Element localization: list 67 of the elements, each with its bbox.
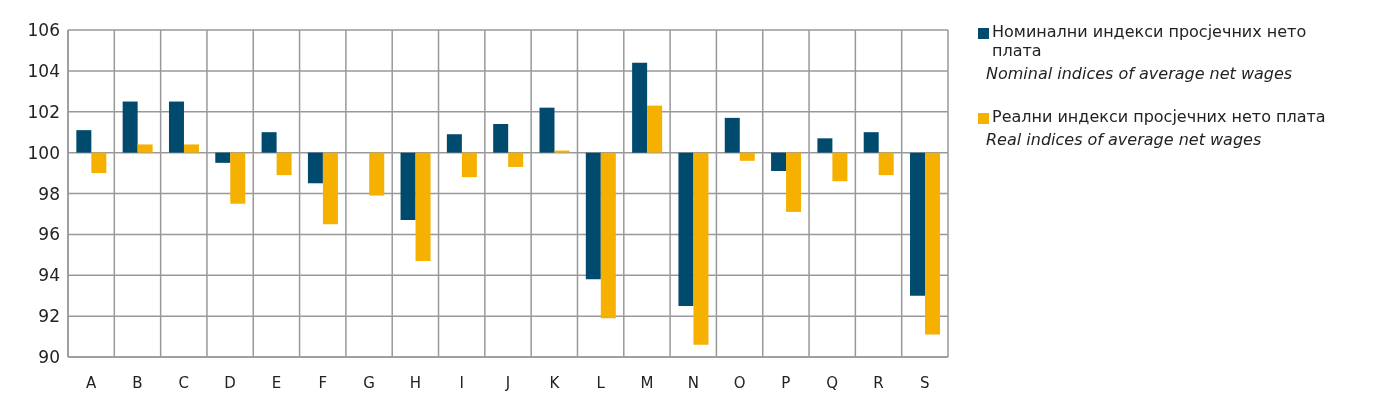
bar: [786, 152, 802, 212]
y-tick-label: 106: [27, 20, 60, 41]
bar: [276, 152, 292, 176]
bar: [230, 152, 246, 204]
y-tick-label: 96: [38, 224, 60, 245]
x-tick-label: K: [549, 373, 561, 392]
bar: [137, 144, 153, 153]
x-tick-label: J: [504, 373, 511, 392]
x-tick-label: S: [920, 373, 930, 392]
bar: [307, 152, 323, 184]
bar: [322, 152, 338, 225]
bar: [91, 152, 107, 174]
y-tick-label: 90: [38, 347, 60, 368]
x-tick-label: I: [459, 373, 464, 392]
bar: [554, 150, 570, 153]
y-tick-label: 92: [38, 306, 60, 327]
legend-label: Номинални индекси просјечних нето плата Nominal indices of average net wages: [986, 22, 1308, 83]
bar: [168, 101, 184, 153]
x-tick-label: D: [224, 373, 236, 392]
bar: [539, 107, 555, 153]
x-tick-label: P: [781, 373, 791, 392]
bar: [400, 152, 416, 221]
y-tick-label: 94: [38, 265, 60, 286]
x-tick-label: O: [733, 373, 746, 392]
bar: [415, 152, 431, 261]
y-tick-label: 102: [27, 101, 60, 122]
y-tick-label: 104: [27, 60, 60, 81]
x-tick-label: F: [318, 373, 328, 392]
bar: [508, 152, 524, 167]
y-tick-label: 100: [27, 142, 60, 163]
bar: [215, 152, 231, 163]
x-tick-label: L: [596, 373, 606, 392]
bar: [122, 101, 138, 153]
x-tick-label: C: [178, 373, 190, 392]
x-tick-label: R: [873, 373, 884, 392]
bar: [817, 138, 833, 153]
bar: [493, 124, 509, 153]
x-tick-label: A: [86, 373, 98, 392]
x-tick-label: E: [271, 373, 282, 392]
bar: [771, 152, 787, 172]
bar: [925, 152, 941, 335]
x-tick-label: N: [687, 373, 699, 392]
bar: [878, 152, 894, 176]
bar: [724, 117, 740, 153]
x-tick-label: M: [640, 373, 654, 392]
bar: [76, 130, 92, 153]
bar: [647, 105, 663, 153]
bar: [832, 152, 848, 182]
x-tick-label: H: [409, 373, 422, 392]
bar: [446, 134, 462, 153]
x-tick-label: B: [132, 373, 143, 392]
bar: [461, 152, 477, 178]
bar: [600, 152, 616, 319]
bar: [632, 62, 648, 153]
x-tick-label: G: [363, 373, 375, 392]
legend-label: Реални индекси просјечних нето плата Real indices of average net wages: [986, 107, 1327, 149]
bar: [183, 144, 199, 153]
x-tick-label: Q: [826, 373, 839, 392]
bar: [910, 152, 926, 296]
bar: [863, 132, 879, 153]
bar: [739, 152, 755, 161]
y-tick-label: 98: [38, 183, 60, 204]
bar: [585, 152, 601, 280]
bar: [261, 132, 277, 153]
bar: [369, 152, 385, 196]
bar: [678, 152, 694, 306]
bar: [693, 152, 709, 345]
